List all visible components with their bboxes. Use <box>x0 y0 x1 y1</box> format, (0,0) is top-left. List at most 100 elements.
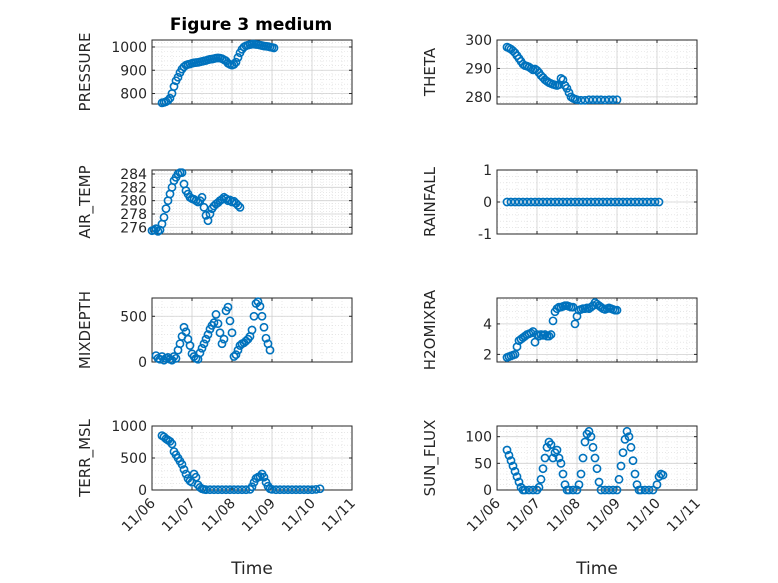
data-point <box>558 469 568 479</box>
y-tick-label: 284 <box>120 167 147 183</box>
data-point <box>650 197 660 207</box>
y-axis-label: TERR_MSL <box>76 418 95 497</box>
data-point <box>548 453 558 463</box>
data-point <box>622 426 632 436</box>
data-point <box>197 192 207 202</box>
axes-box <box>151 297 353 363</box>
data-point <box>165 93 175 103</box>
y-tick-label: 1000 <box>111 419 147 435</box>
series-sun_flux <box>502 426 668 495</box>
y-axis-label: H2OMIXRA <box>421 289 439 370</box>
data-point <box>159 212 169 222</box>
data-point <box>506 456 516 466</box>
data-point <box>534 482 544 492</box>
data-point <box>161 204 171 214</box>
data-point <box>572 95 582 105</box>
data-point <box>608 95 618 105</box>
y-tick-label: 280 <box>465 90 492 106</box>
data-point <box>167 439 177 449</box>
data-point <box>257 311 267 321</box>
y-tick-label: 4 <box>483 317 492 333</box>
y-tick-label: 280 <box>120 194 147 210</box>
data-point <box>552 445 562 455</box>
y-axis-label: PRESSURE <box>76 33 94 112</box>
data-point <box>247 482 257 492</box>
y-tick-label: 278 <box>120 207 147 223</box>
data-point <box>201 485 211 495</box>
series-air_temp <box>147 168 245 236</box>
y-axis-label: SUN_FLUX <box>421 420 440 497</box>
data-point <box>538 464 548 474</box>
data-point <box>618 448 628 458</box>
y-tick-label: 1 <box>483 163 492 179</box>
data-point <box>267 484 277 494</box>
data-point <box>307 485 317 495</box>
data-point <box>570 319 580 329</box>
data-point <box>231 350 241 360</box>
data-point <box>580 437 590 447</box>
data-point <box>614 474 624 484</box>
data-point <box>572 485 582 495</box>
data-point <box>177 459 187 469</box>
y-tick-label: 900 <box>120 63 147 79</box>
data-point <box>171 353 181 363</box>
data-point <box>225 316 235 326</box>
y-tick-label: -1 <box>478 227 492 243</box>
data-point <box>269 43 279 53</box>
data-point <box>612 95 622 105</box>
data-point <box>199 339 209 349</box>
data-point <box>205 209 215 219</box>
data-point <box>233 200 243 210</box>
data-point <box>536 474 546 484</box>
data-point <box>217 485 227 495</box>
y-axis-label: THETA <box>421 47 439 97</box>
data-point <box>530 337 540 347</box>
data-point <box>654 197 664 207</box>
y-tick-label: 500 <box>120 309 147 325</box>
data-point <box>546 330 556 339</box>
series-mixdepth <box>151 297 275 365</box>
data-point <box>237 485 247 495</box>
data-point <box>179 322 189 332</box>
data-point <box>576 469 586 479</box>
data-point <box>590 453 600 463</box>
data-point <box>213 485 223 495</box>
data-point <box>556 458 566 468</box>
data-point <box>259 472 269 482</box>
subplot-theta: 280 290 300 THETA <box>421 33 698 106</box>
data-point <box>185 341 195 350</box>
axes-box <box>151 169 353 235</box>
data-point <box>556 74 566 83</box>
data-point <box>217 339 227 349</box>
subplot-pressure: 800 900 1000 PRESSURE <box>76 33 353 112</box>
y-tick-label: 0 <box>483 195 492 211</box>
data-point <box>588 442 598 452</box>
data-point <box>574 480 584 490</box>
data-point <box>223 302 233 312</box>
data-point <box>540 330 550 339</box>
data-point <box>253 297 263 307</box>
data-point <box>594 477 604 487</box>
data-point <box>169 352 179 361</box>
data-point <box>201 210 211 220</box>
data-point <box>199 202 209 212</box>
data-point <box>586 432 596 442</box>
data-point <box>233 485 243 495</box>
data-point <box>247 325 257 335</box>
data-point <box>612 305 622 315</box>
data-point <box>233 345 243 355</box>
data-point <box>584 426 594 436</box>
data-point <box>600 95 610 105</box>
data-point <box>558 75 568 85</box>
data-point <box>626 442 636 452</box>
y-tick-label: 0 <box>138 483 147 499</box>
data-point <box>303 485 313 495</box>
y-tick-label: 290 <box>465 61 492 77</box>
data-point <box>221 485 231 495</box>
y-axis-label: MIXDEPTH <box>76 291 94 369</box>
data-point <box>506 197 516 207</box>
y-axis-label: AIR_TEMP <box>76 165 95 238</box>
y-tick-label: 1000 <box>111 40 147 56</box>
data-point <box>544 331 554 341</box>
